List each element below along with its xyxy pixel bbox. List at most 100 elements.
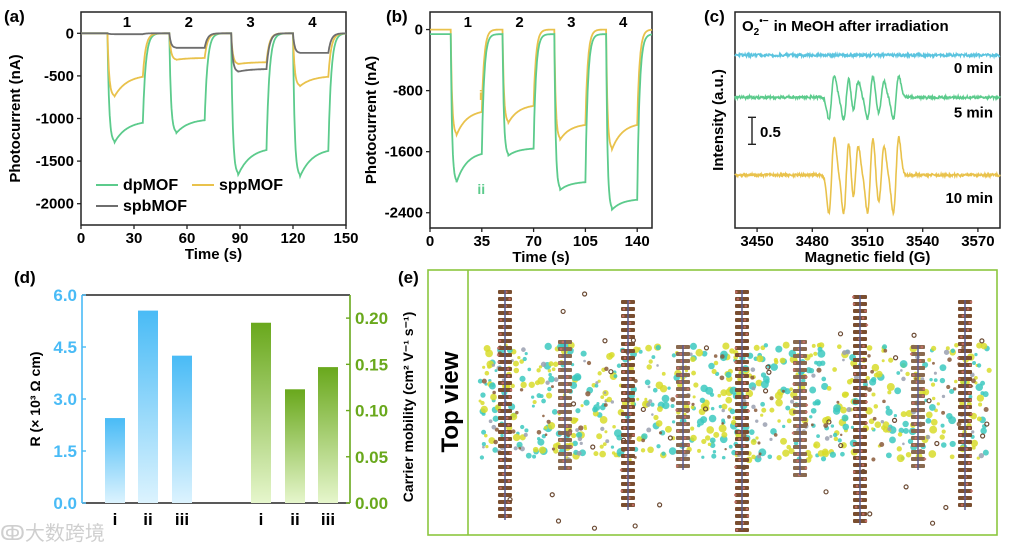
legend-label: dpMOF: [123, 177, 178, 194]
cycle-label: 1: [464, 14, 472, 31]
legend-label: spbMOF: [123, 198, 187, 215]
cycle-label: 2: [185, 14, 193, 31]
x-axis-label: Time (s): [185, 246, 242, 263]
bar-mobility-ii: [285, 389, 305, 503]
y-tick-label: 0: [415, 22, 423, 39]
bar-resistivity-iii: [172, 355, 192, 503]
x-tick-label: 3570: [961, 233, 994, 250]
x-tick-label: 150: [333, 230, 358, 247]
bar-mobility-i: [251, 322, 271, 503]
bar-mobility-iii: [318, 367, 338, 503]
y-axis-label: Photocurrent (nA): [7, 54, 24, 182]
spectrum-label: 0 min: [954, 60, 993, 77]
x-tick-label: 60: [179, 230, 196, 247]
title-sub: 2: [754, 27, 760, 38]
x-tick-label: 90: [232, 230, 249, 247]
right-y-tick-label: 0.10: [355, 402, 388, 421]
panel-label-c: (c): [704, 7, 725, 26]
spectrum-label: 5 min: [954, 104, 993, 121]
cycle-label: 2: [515, 14, 523, 31]
x-tick-label: 3450: [740, 233, 773, 250]
x-tick-label: i: [259, 510, 264, 529]
series-line-spbMOF: [81, 32, 346, 73]
right-y-tick-label: 0.05: [355, 448, 388, 467]
left-y-tick-label: 1.5: [53, 442, 77, 461]
cycle-label: 4: [308, 14, 317, 31]
x-tick-label: 3510: [851, 233, 884, 250]
scale-bar-label: 0.5: [760, 124, 781, 141]
left-y-tick-label: 0.0: [53, 494, 77, 513]
x-tick-label: 70: [525, 233, 542, 250]
right-y-tick-label: 0.20: [355, 309, 388, 328]
x-tick-label: 35: [473, 233, 490, 250]
x-tick-label: 105: [573, 233, 598, 250]
right-y-tick-label: 0.00: [355, 494, 388, 513]
series-line-sppMOF: [81, 32, 346, 99]
right-y-axis-label: Carrier mobility (cm² V⁻¹ s⁻¹): [400, 312, 416, 503]
cycle-label: 3: [567, 14, 575, 31]
series-label-i: i: [479, 87, 483, 103]
plot-frame: [80, 11, 347, 226]
series-line-ii: [430, 32, 652, 212]
left-y-axis-label: R (× 10³ Ω cm): [27, 352, 43, 447]
title-species: O: [742, 18, 754, 35]
series-line-i: [430, 28, 653, 153]
title-text: in MeOH after irradiation: [774, 18, 949, 35]
plot-frame: [429, 11, 653, 229]
title-sup: •−: [759, 16, 769, 27]
right-y-tick-label: 0.15: [355, 355, 388, 374]
x-tick-label: iii: [175, 510, 189, 529]
watermark: ↂ大数跨境: [0, 521, 105, 545]
panel-label-e: (e): [398, 268, 419, 287]
x-tick-label: 30: [126, 230, 143, 247]
series-label-ii: ii: [477, 181, 485, 197]
y-axis-label: Intensity (a.u.): [710, 69, 727, 171]
spectrum-label: 10 min: [945, 190, 993, 207]
x-tick-label: 3540: [906, 233, 939, 250]
y-tick-label: -2400: [385, 205, 423, 222]
cycle-label: 1: [123, 14, 131, 31]
watermark-text: 大数跨境: [24, 521, 105, 545]
x-tick-label: 3480: [796, 233, 829, 250]
panel-label-a: (a): [4, 7, 25, 26]
y-tick-label: -500: [44, 68, 74, 85]
left-y-tick-label: 6.0: [53, 286, 77, 305]
panel-e-frame: [427, 269, 998, 536]
y-tick-label: 0: [66, 25, 74, 42]
x-tick-label: 0: [77, 230, 85, 247]
epr-spectrum-2: [734, 135, 1001, 217]
x-tick-label: i: [113, 510, 118, 529]
x-tick-label: 0: [426, 233, 434, 250]
y-tick-label: -1600: [385, 144, 423, 161]
x-axis-label: Magnetic field (G): [805, 249, 931, 266]
x-tick-label: ii: [143, 510, 152, 529]
y-axis-label: Photocurrent (nA): [363, 56, 380, 184]
x-tick-label: 120: [280, 230, 305, 247]
y-tick-label: -1500: [36, 153, 74, 170]
left-y-tick-label: 4.5: [53, 338, 77, 357]
cycle-label: 4: [619, 14, 628, 31]
epr-spectrum-0: [734, 50, 1001, 60]
y-tick-label: -1000: [36, 111, 74, 128]
epr-spectrum-1: [734, 74, 1001, 121]
y-tick-label: -2000: [36, 196, 74, 213]
x-tick-label: 140: [625, 233, 650, 250]
x-tick-label: ii: [290, 510, 299, 529]
panel-label-d: (d): [14, 268, 36, 287]
series-line-dpMOF: [81, 32, 347, 180]
chart-title: O2•− in MeOH after irradiation: [742, 16, 949, 38]
legend-label: sppMOF: [219, 177, 283, 194]
bar-resistivity-i: [105, 418, 125, 503]
view-label: Top view: [437, 351, 464, 452]
y-tick-label: -800: [393, 83, 423, 100]
scale-bar: [748, 116, 756, 145]
cycle-label: 3: [246, 14, 254, 31]
x-axis-label: Time (s): [512, 249, 569, 266]
left-y-tick-label: 3.0: [53, 390, 77, 409]
x-tick-label: iii: [321, 510, 335, 529]
panel-label-b: (b): [386, 7, 408, 26]
bar-resistivity-ii: [138, 310, 158, 503]
molecular-structure-image: [477, 290, 992, 532]
